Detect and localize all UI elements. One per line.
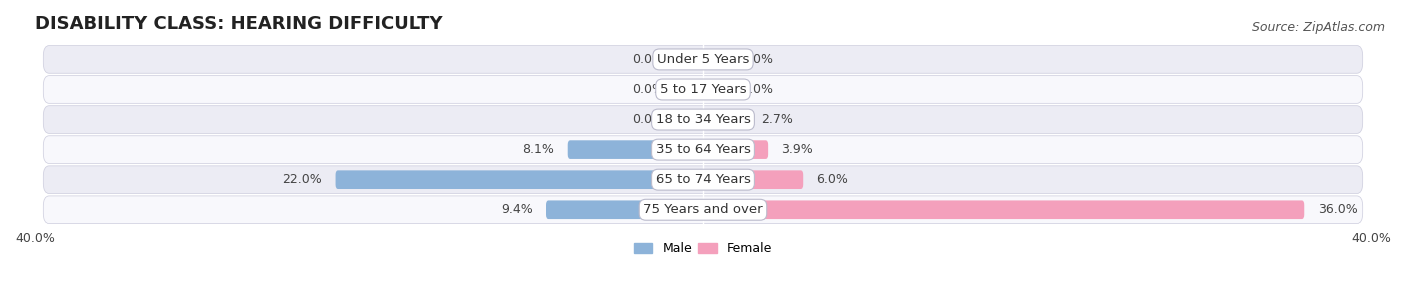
FancyBboxPatch shape: [678, 110, 703, 129]
FancyBboxPatch shape: [678, 50, 703, 69]
Text: 6.0%: 6.0%: [817, 173, 848, 186]
FancyBboxPatch shape: [703, 170, 803, 189]
Text: 3.9%: 3.9%: [782, 143, 813, 156]
Text: DISABILITY CLASS: HEARING DIFFICULTY: DISABILITY CLASS: HEARING DIFFICULTY: [35, 15, 443, 33]
Text: 2.7%: 2.7%: [762, 113, 793, 126]
FancyBboxPatch shape: [546, 200, 703, 219]
FancyBboxPatch shape: [703, 200, 1305, 219]
Text: 22.0%: 22.0%: [283, 173, 322, 186]
FancyBboxPatch shape: [44, 196, 1362, 224]
FancyBboxPatch shape: [678, 80, 703, 99]
FancyBboxPatch shape: [44, 45, 1362, 73]
Text: 36.0%: 36.0%: [1317, 203, 1357, 216]
FancyBboxPatch shape: [568, 140, 703, 159]
Text: 18 to 34 Years: 18 to 34 Years: [655, 113, 751, 126]
Text: 0.0%: 0.0%: [633, 83, 665, 96]
Text: 0.0%: 0.0%: [633, 53, 665, 66]
FancyBboxPatch shape: [44, 76, 1362, 103]
FancyBboxPatch shape: [703, 110, 748, 129]
FancyBboxPatch shape: [44, 166, 1362, 193]
Text: Source: ZipAtlas.com: Source: ZipAtlas.com: [1251, 21, 1385, 34]
Text: 65 to 74 Years: 65 to 74 Years: [655, 173, 751, 186]
Text: 0.0%: 0.0%: [741, 83, 773, 96]
FancyBboxPatch shape: [703, 80, 728, 99]
FancyBboxPatch shape: [703, 50, 728, 69]
Legend: Male, Female: Male, Female: [628, 237, 778, 260]
FancyBboxPatch shape: [703, 140, 768, 159]
Text: 75 Years and over: 75 Years and over: [643, 203, 763, 216]
FancyBboxPatch shape: [44, 106, 1362, 133]
Text: 35 to 64 Years: 35 to 64 Years: [655, 143, 751, 156]
Text: 8.1%: 8.1%: [523, 143, 554, 156]
Text: 5 to 17 Years: 5 to 17 Years: [659, 83, 747, 96]
Text: Under 5 Years: Under 5 Years: [657, 53, 749, 66]
FancyBboxPatch shape: [44, 136, 1362, 163]
Text: 0.0%: 0.0%: [741, 53, 773, 66]
Text: 0.0%: 0.0%: [633, 113, 665, 126]
Text: 9.4%: 9.4%: [501, 203, 533, 216]
FancyBboxPatch shape: [336, 170, 703, 189]
